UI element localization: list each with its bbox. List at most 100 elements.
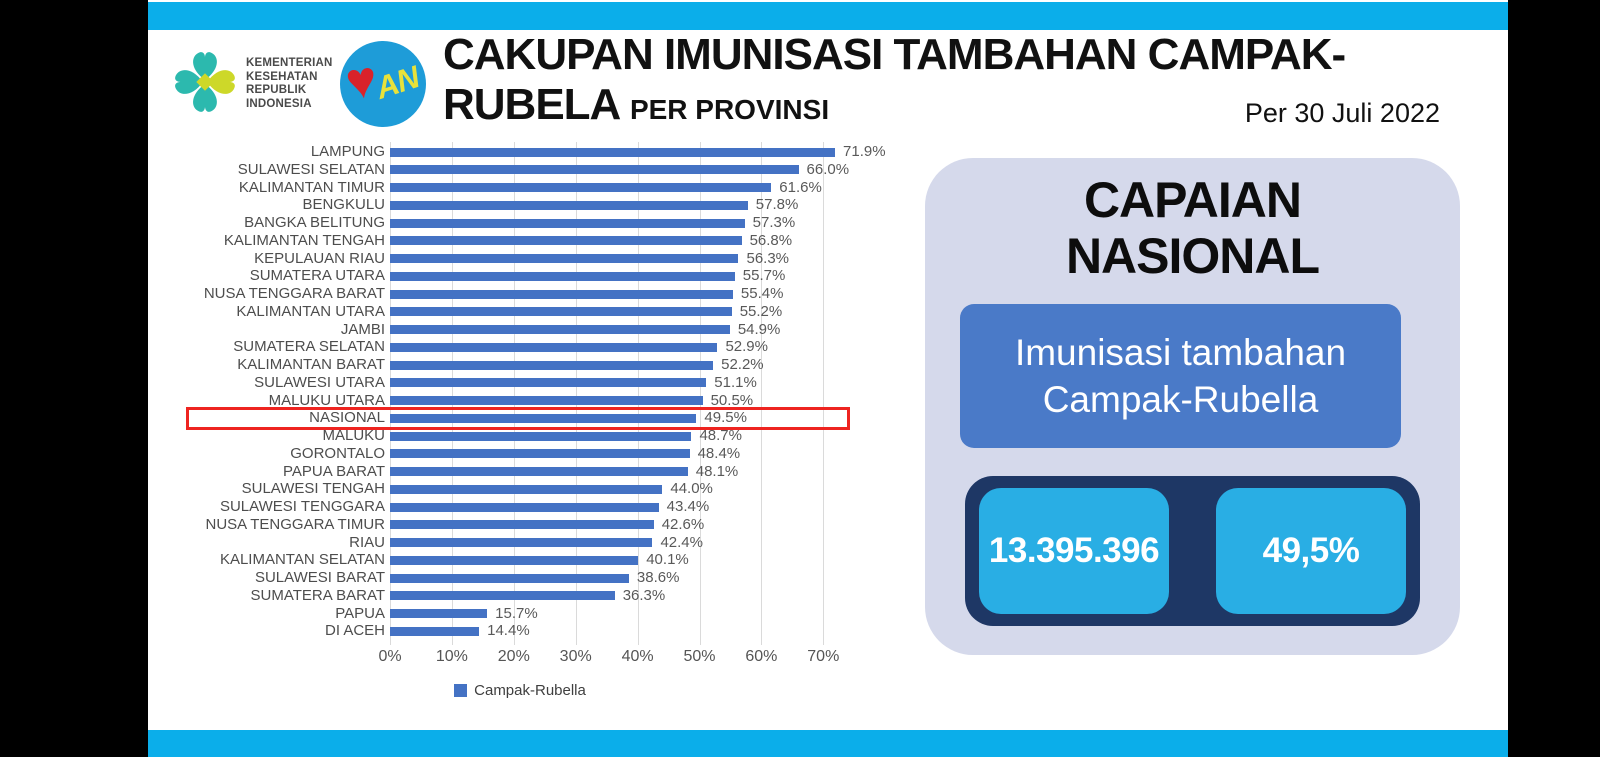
province-value: 42.6% [661, 515, 705, 533]
province-value: 52.2% [721, 356, 764, 373]
province-value: 49.5% [704, 409, 747, 427]
page-title: CAKUPAN IMUNISASI TAMBAHAN CAMPAK- RUBEL… [443, 30, 1363, 135]
province-bar [390, 484, 663, 494]
province-bar [390, 218, 745, 228]
province-value: 52.9% [725, 338, 768, 356]
province-value: 40.1% [646, 551, 689, 569]
province-value: 50.5% [710, 391, 754, 409]
province-label: SULAWESI TENGGARA [219, 498, 385, 515]
province-bar [390, 555, 639, 565]
program-line: Imunisasi tambahan [1014, 332, 1347, 373]
province-label: SUMATERA UTARA [249, 267, 385, 285]
kemenkes-text-line: INDONESIA [246, 97, 312, 110]
gridline [699, 142, 701, 645]
province-value: 14.4% [487, 622, 530, 640]
program-line: Campak-Rubella [1042, 379, 1319, 420]
province-value: 54.9% [737, 320, 781, 338]
legend-label: Campak-Rubella [474, 682, 586, 699]
province-bar [390, 609, 488, 618]
national-stats-box: 13.395.396 49,5% [965, 476, 1420, 626]
province-value: 42.4% [660, 533, 703, 551]
province-value: 43.4% [666, 498, 710, 515]
legend-swatch-icon [454, 684, 468, 697]
province-bar [390, 449, 690, 459]
gridline [761, 142, 763, 645]
province-bar [390, 307, 732, 317]
province-label: BENGKULU [302, 196, 385, 214]
kemenkes-text-line: REPUBLIK [246, 84, 307, 96]
province-value: 48.7% [699, 427, 742, 444]
province-bar [390, 626, 480, 636]
stat-percent-value: 49,5% [1262, 531, 1360, 570]
gridline [637, 142, 639, 645]
province-bar [390, 573, 629, 583]
province-label: KALIMANTAN SELATAN [219, 551, 385, 569]
kemenkes-logo-text: KEMENTERIAN KESEHATAN REPUBLIK INDONESIA [246, 57, 333, 111]
province-label: DI ACEH [324, 622, 385, 640]
nasional-highlight-box [186, 407, 850, 431]
province-bar [390, 183, 772, 192]
province-label: MALUKU [322, 427, 385, 444]
province-value: 38.6% [636, 569, 680, 586]
province-label: NUSA TENGGARA BARAT [203, 285, 385, 302]
gridline [451, 142, 453, 645]
province-label: NASIONAL [309, 409, 385, 427]
province-bar [390, 396, 703, 405]
gridline [513, 142, 515, 645]
province-label: KALIMANTAN TIMUR [238, 178, 385, 196]
x-tick-label: 30% [559, 648, 592, 665]
province-bar [390, 538, 653, 547]
capaian-nasional-panel: CAPAIAN NASIONAL Imunisasi tambahan Camp… [925, 158, 1460, 655]
province-bar [390, 520, 654, 530]
province-value: 48.4% [697, 444, 741, 462]
capaian-title-line: NASIONAL [1065, 228, 1320, 284]
province-bar [390, 591, 615, 601]
province-bar [390, 165, 799, 175]
province-bar [390, 413, 697, 423]
province-value: 55.4% [740, 285, 784, 302]
x-tick-label: 40% [621, 648, 654, 665]
province-label: KALIMANTAN BARAT [237, 356, 385, 373]
province-label: LAMPUNG [310, 143, 385, 160]
province-label: PAPUA BARAT [283, 462, 385, 480]
capaian-title: CAPAIAN NASIONAL [925, 172, 1460, 284]
x-tick-label: 10% [435, 648, 468, 665]
title-line-1: CAKUPAN IMUNISASI TAMBAHAN CAMPAK- [443, 30, 1346, 79]
x-tick-label: 0% [378, 648, 402, 665]
gridline [390, 142, 391, 645]
province-label: SULAWESI UTARA [254, 373, 385, 391]
province-label: BANGKA BELITUNG [244, 214, 385, 231]
province-label: PAPUA [335, 604, 385, 622]
capaian-title-line: CAPAIAN [1083, 172, 1302, 228]
province-value: 66.0% [806, 160, 850, 178]
x-tick-label: 20% [497, 648, 530, 665]
x-tick-label: 70% [807, 648, 840, 665]
province-value: 55.7% [742, 267, 786, 285]
province-label: KALIMANTAN UTARA [236, 302, 385, 320]
bar-chart: LAMPUNG 71.9% SULAWESI SELATAN 66.0% KALIMAN… [186, 142, 886, 722]
province-label: GORONTALO [290, 444, 385, 462]
province-bar [390, 236, 742, 246]
slide-page: KEMENTERIAN KESEHATAN REPUBLIK INDONESIA… [148, 0, 1508, 757]
province-label: MALUKU UTARA [268, 391, 385, 409]
title-suffix: PER PROVINSI [629, 94, 830, 125]
province-bar [390, 360, 714, 370]
province-value: 71.9% [843, 143, 886, 160]
province-label: SUMATERA SELATAN [233, 338, 385, 356]
stat-count-value: 13.395.396 [988, 531, 1160, 570]
bottom-accent-strip [148, 730, 1508, 757]
province-bar [390, 378, 707, 388]
province-bar [390, 431, 692, 441]
province-label: SUMATERA BARAT [250, 586, 385, 604]
province-value: 57.8% [755, 196, 799, 214]
province-value: 44.0% [670, 480, 713, 498]
province-bar [390, 342, 718, 352]
province-bar [390, 289, 733, 299]
stat-card-count: 13.395.396 [979, 488, 1169, 614]
province-value: 61.6% [779, 178, 822, 196]
kemenkes-text-line: KEMENTERIAN [246, 57, 333, 69]
province-value: 51.1% [714, 373, 757, 391]
chart-legend: Campak-Rubella [190, 682, 850, 699]
report-date: Per 30 Juli 2022 [1244, 98, 1440, 128]
